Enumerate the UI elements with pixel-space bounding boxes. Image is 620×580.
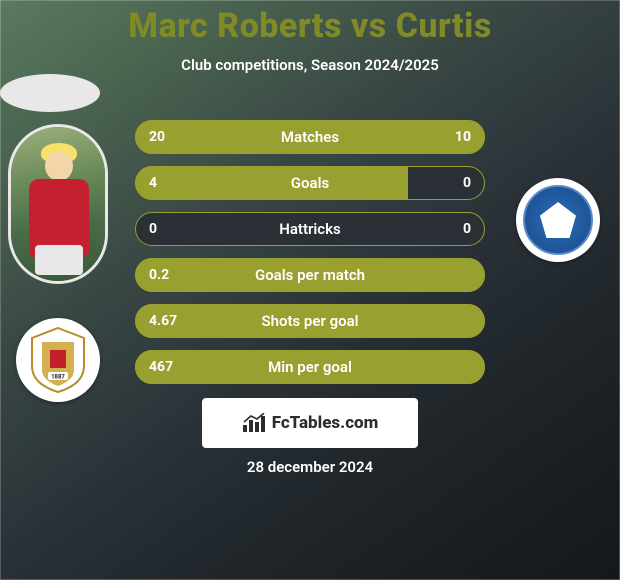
stat-value-left: 4 [149, 175, 157, 191]
stat-row: Min per goal467 [135, 350, 485, 384]
stat-label: Matches [135, 128, 485, 146]
stat-value-left: 0.2 [149, 267, 169, 283]
stat-row: Hattricks0 0 [135, 212, 485, 246]
content-root: Marc Roberts vs Curtis Club competitions… [0, 0, 620, 580]
stat-label: Min per goal [135, 358, 485, 376]
stat-value-left: 467 [149, 359, 173, 375]
stat-label: Shots per goal [135, 312, 485, 330]
stat-row: Matches20 10 [135, 120, 485, 154]
stat-value-left: 20 [149, 129, 165, 145]
chart-icon [242, 413, 266, 433]
stat-row: Shots per goal4.67 [135, 304, 485, 338]
stats-area: Matches2010Goals40Hattricks00Goals per m… [135, 120, 485, 396]
stat-row: Goals per match0.2 [135, 258, 485, 292]
date: 28 december 2024 [0, 458, 620, 476]
player-photo-right [0, 74, 100, 112]
club-crest-left: 1887 [16, 318, 100, 402]
stat-label: Goals [135, 174, 485, 192]
stat-value-left: 4.67 [149, 313, 177, 329]
stat-label: Hattricks [135, 220, 485, 238]
branding-label: FcTables.com [272, 413, 379, 433]
stat-value-right: 0 [463, 221, 471, 237]
branding-badge: FcTables.com [202, 398, 418, 448]
stat-row: Goals4 0 [135, 166, 485, 200]
svg-text:1887: 1887 [51, 374, 65, 381]
subtitle: Club competitions, Season 2024/2025 [0, 56, 620, 74]
stat-value-right: 0 [463, 175, 471, 191]
stat-value-left: 0 [149, 221, 157, 237]
stat-label: Goals per match [135, 266, 485, 284]
stat-value-right: 10 [455, 129, 471, 145]
club-crest-right [516, 178, 600, 262]
player-photo-left [8, 124, 108, 284]
page-title: Marc Roberts vs Curtis [0, 0, 620, 46]
